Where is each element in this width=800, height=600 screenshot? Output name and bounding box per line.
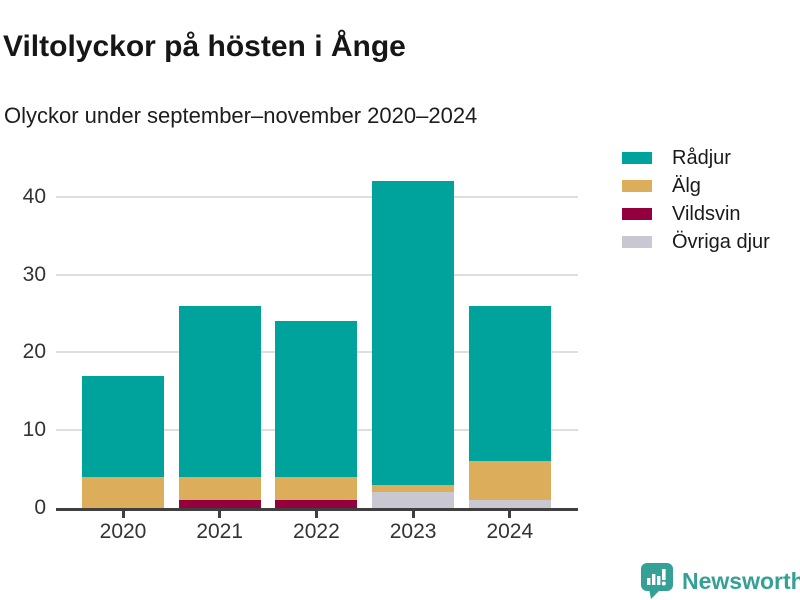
y-axis: 0 10 20 30 40 bbox=[0, 150, 46, 518]
bar-2022-Vildsvin bbox=[275, 500, 358, 508]
legend-item-Övriga djur: Övriga djur bbox=[622, 231, 798, 253]
gridline-y-30 bbox=[56, 273, 578, 276]
bar-2022-Älg bbox=[275, 476, 358, 501]
legend-label: Rådjur bbox=[672, 146, 731, 169]
newsworthy-logo-icon bbox=[641, 563, 673, 599]
legend-item-Vildsvin: Vildsvin bbox=[622, 203, 798, 225]
legend-swatch-icon bbox=[622, 180, 652, 192]
y-tick-label-10: 10 bbox=[22, 418, 46, 442]
x-axis: 2020 2021 2022 2023 2024 bbox=[56, 511, 578, 551]
chart-subtitle: Olyckor under september–november 2020–20… bbox=[4, 103, 478, 128]
bar-2021-Älg bbox=[178, 476, 261, 501]
legend-swatch-icon bbox=[622, 236, 652, 248]
x-tick-2023 bbox=[411, 511, 415, 518]
x-tick-label-2022: 2022 bbox=[293, 520, 340, 543]
bar-2024-Rådjur bbox=[468, 305, 551, 462]
bar-2023-Älg bbox=[372, 484, 455, 493]
legend-item-Älg: Älg bbox=[622, 175, 798, 197]
bar-2024-Övriga djur bbox=[468, 500, 551, 508]
legend-label: Vildsvin bbox=[672, 202, 741, 225]
y-tick-label-20: 20 bbox=[22, 340, 46, 364]
legend-swatch-icon bbox=[622, 152, 652, 164]
bar-2020-Rådjur bbox=[82, 375, 164, 477]
bar-2023-Rådjur bbox=[372, 181, 455, 485]
bar-2022-Rådjur bbox=[275, 321, 358, 477]
x-tick-label-2020: 2020 bbox=[99, 520, 147, 543]
chart-title: Viltolyckor på hösten i Ånge bbox=[3, 30, 406, 64]
x-tick-2024 bbox=[508, 511, 512, 518]
y-tick-label-30: 30 bbox=[22, 262, 46, 286]
legend-item-Rådjur: Rådjur bbox=[622, 147, 798, 169]
gridline-y-40 bbox=[56, 195, 578, 198]
newsworthy-logo: Newsworthy bbox=[640, 562, 800, 599]
legend: Rådjur Älg Vildsvin Övriga djur bbox=[622, 147, 798, 264]
legend-label: Övriga djur bbox=[672, 230, 770, 253]
x-tick-label-2024: 2024 bbox=[486, 520, 534, 543]
bar-2021-Vildsvin bbox=[178, 500, 261, 508]
x-tick-2022 bbox=[314, 511, 318, 518]
plot-area bbox=[56, 150, 578, 511]
bar-2021-Rådjur bbox=[178, 305, 261, 477]
bar-2020-Älg bbox=[82, 476, 164, 508]
y-tick-label-40: 40 bbox=[22, 184, 46, 208]
bar-2023-Övriga djur bbox=[372, 492, 455, 508]
x-tick-label-2023: 2023 bbox=[389, 520, 437, 543]
legend-label: Älg bbox=[672, 174, 701, 197]
y-tick-label-0: 0 bbox=[34, 496, 46, 519]
newsworthy-logo-text: Newsworthy bbox=[682, 567, 800, 594]
x-tick-2020 bbox=[121, 511, 125, 518]
x-tick-label-2021: 2021 bbox=[196, 520, 244, 543]
x-tick-2021 bbox=[218, 511, 222, 518]
bar-2024-Älg bbox=[468, 461, 551, 501]
legend-swatch-icon bbox=[622, 208, 652, 220]
